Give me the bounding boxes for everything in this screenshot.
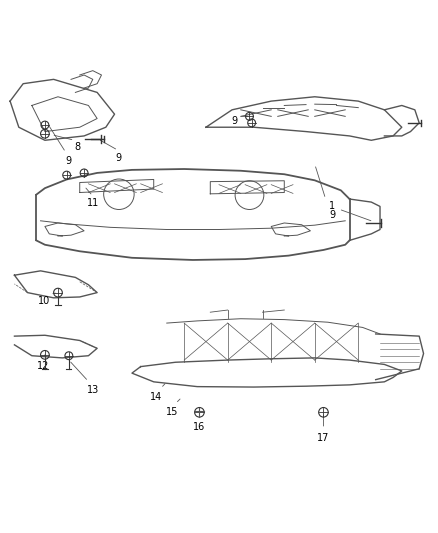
- Text: 13: 13: [87, 385, 99, 395]
- Text: 15: 15: [166, 407, 178, 417]
- Text: 14: 14: [150, 392, 162, 402]
- Text: 9: 9: [115, 154, 121, 163]
- Text: 10: 10: [38, 296, 50, 306]
- Text: 16: 16: [193, 422, 205, 432]
- Text: 9: 9: [329, 210, 335, 220]
- Text: 8: 8: [74, 142, 81, 152]
- Text: 17: 17: [317, 433, 330, 443]
- Text: 9: 9: [66, 156, 72, 166]
- Text: 1: 1: [329, 200, 335, 211]
- Text: 12: 12: [36, 361, 49, 371]
- Text: 11: 11: [87, 198, 99, 208]
- Text: 9: 9: [231, 116, 237, 126]
